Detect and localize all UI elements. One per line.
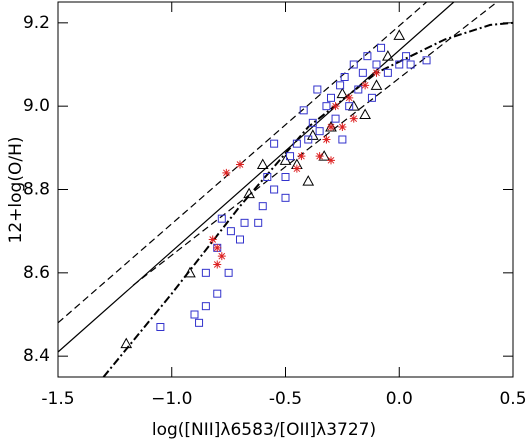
triangle-point bbox=[184, 266, 196, 278]
square-point bbox=[201, 302, 210, 311]
triangle-point bbox=[359, 108, 371, 119]
asterisk-point bbox=[236, 160, 244, 169]
square-point bbox=[313, 85, 322, 94]
y-tick-label: 8.6 bbox=[23, 263, 50, 283]
square-point bbox=[315, 127, 324, 136]
square-point bbox=[395, 60, 404, 69]
asterisk-point bbox=[292, 164, 301, 173]
triangle-point bbox=[370, 79, 383, 90]
asterisk-point bbox=[327, 123, 335, 131]
square-point bbox=[383, 68, 392, 77]
triangle-point bbox=[306, 129, 319, 140]
y-tick-label: 9.0 bbox=[23, 96, 50, 116]
square-point bbox=[258, 202, 267, 211]
square-point bbox=[372, 60, 381, 69]
square-point bbox=[349, 60, 358, 69]
x-tick-label: 0.5 bbox=[499, 389, 526, 409]
square-point bbox=[201, 268, 210, 277]
square-point bbox=[254, 218, 263, 227]
asterisk-point bbox=[372, 68, 381, 77]
square-point bbox=[358, 68, 367, 77]
asterisk-point bbox=[331, 102, 340, 111]
square-point bbox=[240, 218, 249, 227]
triangle-point bbox=[382, 50, 394, 61]
square-point bbox=[281, 173, 290, 181]
y-tick-label: 8.4 bbox=[23, 346, 50, 366]
triangle-point bbox=[120, 337, 133, 349]
asterisk-point bbox=[208, 235, 217, 244]
square-point bbox=[236, 235, 244, 244]
square-point bbox=[363, 52, 372, 61]
square-point bbox=[336, 81, 345, 90]
square-point bbox=[195, 318, 204, 327]
square-point bbox=[327, 93, 335, 102]
x-tick-label: -1.5 bbox=[41, 389, 74, 409]
square-point bbox=[406, 60, 415, 69]
square-point bbox=[338, 135, 347, 144]
y-axis-label: 12+log(O/H) bbox=[6, 137, 26, 244]
triangle-point bbox=[243, 187, 255, 199]
asterisk-point bbox=[349, 114, 358, 123]
fit-line bbox=[57, 1, 455, 353]
square-point bbox=[367, 93, 376, 102]
asterisk-point bbox=[222, 168, 231, 177]
plot-frame bbox=[57, 1, 514, 378]
triangle-point bbox=[336, 87, 349, 99]
x-axis-label: log([NII]λ6583/[OII]λ3727) bbox=[152, 420, 376, 440]
square-point bbox=[402, 52, 411, 61]
square-point bbox=[213, 289, 222, 298]
square-point bbox=[299, 106, 308, 115]
square-point bbox=[270, 185, 279, 194]
square-point bbox=[354, 85, 363, 94]
triangle-point bbox=[256, 158, 269, 169]
square-point bbox=[281, 193, 290, 202]
square-point bbox=[322, 102, 331, 111]
square-point bbox=[263, 173, 272, 181]
asterisk-point bbox=[217, 252, 226, 261]
asterisk-point bbox=[327, 156, 335, 165]
fit-line bbox=[132, 1, 498, 286]
square-point bbox=[226, 227, 235, 236]
triangle-point bbox=[302, 175, 315, 186]
asterisk-point bbox=[213, 243, 222, 252]
triangle-point bbox=[393, 29, 406, 40]
square-point bbox=[292, 139, 301, 148]
asterisk-point bbox=[338, 123, 347, 131]
asterisk-point bbox=[361, 81, 370, 90]
square-point bbox=[270, 139, 279, 148]
square-point bbox=[217, 214, 226, 223]
asterisk-point bbox=[213, 260, 222, 269]
square-point bbox=[304, 135, 313, 144]
x-tick-label: -0.5 bbox=[269, 389, 302, 409]
y-tick-label: 8.8 bbox=[23, 180, 50, 200]
fit-line bbox=[102, 21, 514, 378]
triangle-point bbox=[347, 100, 360, 111]
square-point bbox=[308, 118, 317, 127]
asterisk-point bbox=[322, 135, 331, 144]
square-point bbox=[286, 152, 295, 161]
asterisk-point bbox=[297, 152, 306, 161]
y-tick-label: 9.2 bbox=[23, 13, 50, 33]
square-point bbox=[340, 73, 349, 81]
square-point bbox=[377, 43, 386, 52]
asterisk-point bbox=[345, 93, 354, 102]
x-tick-label: 0.0 bbox=[386, 389, 413, 409]
asterisk-point bbox=[315, 152, 324, 161]
square-point bbox=[224, 268, 233, 277]
square-point bbox=[422, 56, 431, 65]
square-point bbox=[190, 310, 199, 319]
x-tick-label: −1.0 bbox=[151, 389, 192, 409]
square-point bbox=[156, 323, 165, 331]
square-point bbox=[331, 114, 340, 123]
square-point bbox=[345, 102, 354, 111]
